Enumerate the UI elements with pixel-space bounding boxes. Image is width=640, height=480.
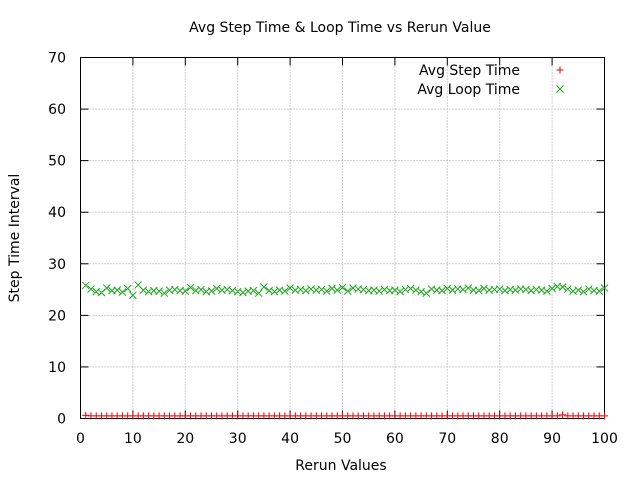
series-avg-step-time <box>82 411 608 420</box>
data-point-avg-loop-time <box>249 286 258 295</box>
y-axis-label: Step Time Interval <box>7 174 23 303</box>
data-point-avg-loop-time <box>328 284 336 293</box>
x-tick-label: 100 <box>591 431 618 447</box>
legend-marker-avg-loop-time <box>556 85 564 93</box>
x-tick-label: 80 <box>491 431 509 447</box>
y-tick-label: 70 <box>48 51 66 67</box>
data-point-avg-step-time <box>82 411 90 419</box>
data-point-avg-loop-time <box>317 285 326 294</box>
legend-marker-avg-loop-time <box>556 85 564 93</box>
x-tick-label: 40 <box>281 431 299 447</box>
y-tick-label: 20 <box>48 308 66 324</box>
data-point-avg-loop-time <box>186 283 195 292</box>
data-point-avg-loop-time <box>239 288 247 297</box>
x-tick-label: 0 <box>76 431 85 447</box>
data-point-avg-loop-time <box>584 285 593 293</box>
data-point-avg-loop-time <box>87 285 95 293</box>
data-point-avg-loop-time <box>464 284 473 292</box>
data-point-avg-loop-time <box>113 286 122 294</box>
data-point-avg-loop-time <box>391 286 399 294</box>
data-point-avg-loop-time <box>548 284 556 293</box>
data-series <box>81 281 609 420</box>
series-avg-loop-time <box>81 281 609 300</box>
data-point-avg-loop-time <box>212 284 221 293</box>
data-point-avg-loop-time <box>197 285 205 294</box>
data-point-avg-loop-time <box>260 283 268 291</box>
data-point-avg-loop-time <box>443 284 452 293</box>
y-tick-label: 30 <box>48 257 66 273</box>
data-point-avg-loop-time <box>574 286 583 294</box>
data-point-avg-loop-time <box>81 281 90 290</box>
data-point-avg-loop-time <box>412 286 420 294</box>
data-point-avg-loop-time <box>417 287 425 296</box>
data-point-avg-loop-time <box>375 287 384 295</box>
data-point-avg-loop-time <box>322 287 331 295</box>
data-point-avg-step-time <box>559 411 567 419</box>
data-point-avg-loop-time <box>459 285 467 294</box>
y-tick-label: 0 <box>57 412 66 428</box>
data-point-avg-loop-time <box>155 287 163 295</box>
legend: Avg Step Time Avg Loop Time <box>417 63 564 98</box>
x-tick-label: 60 <box>386 431 404 447</box>
data-point-avg-loop-time <box>406 284 415 293</box>
y-tick-label: 40 <box>48 205 66 221</box>
y-tick-label: 60 <box>48 102 66 118</box>
chart-title: Avg Step Time & Loop Time vs Rerun Value <box>189 20 491 36</box>
data-point-avg-loop-time <box>600 284 609 292</box>
data-point-avg-loop-time <box>558 283 567 291</box>
x-tick-label: 10 <box>124 431 142 447</box>
data-point-avg-loop-time <box>480 284 488 293</box>
data-point-avg-loop-time <box>438 286 446 295</box>
data-point-avg-loop-time <box>595 287 604 295</box>
y-tick-label: 50 <box>48 154 66 170</box>
x-tick-label: 70 <box>438 431 456 447</box>
x-tick-label: 90 <box>543 431 561 447</box>
legend-label-avg-step-time: Avg Step Time <box>419 63 520 79</box>
data-point-avg-loop-time <box>579 287 588 296</box>
data-point-avg-loop-time <box>343 287 352 295</box>
data-point-avg-step-time <box>553 412 561 420</box>
data-point-avg-loop-time <box>270 287 279 296</box>
data-point-avg-loop-time <box>129 291 137 300</box>
x-tick-label: 50 <box>334 431 352 447</box>
y-axis-tick-labels: 0 10 20 30 40 50 60 70 <box>48 51 66 428</box>
x-tick-label: 30 <box>229 431 247 447</box>
data-point-avg-loop-time <box>563 285 572 293</box>
data-point-avg-loop-time <box>474 286 483 295</box>
data-point-avg-loop-time <box>543 287 551 295</box>
data-point-avg-loop-time <box>254 289 263 298</box>
x-axis-label: Rerun Values <box>295 458 386 474</box>
data-point-avg-loop-time <box>181 287 190 295</box>
y-tick-label: 10 <box>48 360 66 376</box>
data-point-avg-loop-time <box>422 289 431 298</box>
data-point-avg-loop-time <box>123 284 132 293</box>
data-point-avg-loop-time <box>118 288 127 297</box>
data-point-avg-loop-time <box>207 287 216 295</box>
data-point-avg-loop-time <box>396 287 404 296</box>
data-point-avg-loop-time <box>301 286 310 295</box>
data-point-avg-step-time <box>601 412 608 420</box>
data-point-avg-loop-time <box>139 286 148 294</box>
data-point-avg-loop-time <box>338 283 347 292</box>
data-point-avg-loop-time <box>286 284 294 292</box>
legend-marker-avg-step-time <box>556 66 564 74</box>
x-axis-tick-labels: 0 10 20 30 40 50 60 70 80 90 100 <box>76 431 618 447</box>
data-point-avg-loop-time <box>281 287 289 295</box>
grid-lines <box>80 57 605 419</box>
data-point-avg-loop-time <box>333 286 342 294</box>
data-point-avg-loop-time <box>495 285 504 293</box>
data-point-avg-loop-time <box>160 289 169 298</box>
data-point-avg-loop-time <box>102 284 111 292</box>
x-tick-label: 20 <box>176 431 194 447</box>
legend-label-avg-loop-time: Avg Loop Time <box>417 82 520 98</box>
legend-marker-avg-step-time <box>556 66 564 74</box>
